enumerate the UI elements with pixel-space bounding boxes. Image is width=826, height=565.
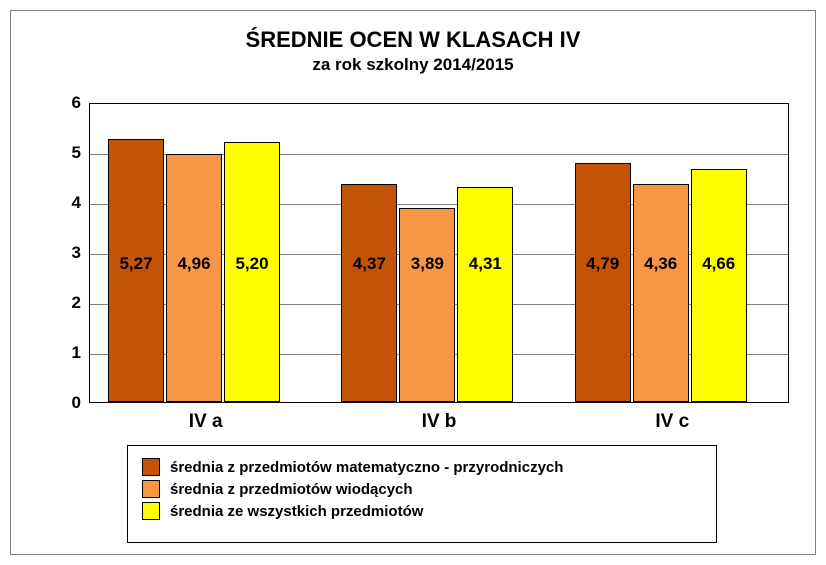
bar: 4,96 (166, 154, 222, 402)
bar: 5,27 (108, 139, 164, 403)
bar-value-label: 4,31 (458, 254, 512, 274)
bar-value-label: 4,37 (342, 254, 396, 274)
legend-swatch (142, 480, 160, 498)
legend-label: średnia z przedmiotów wiodących (170, 481, 413, 498)
bar: 3,89 (399, 208, 455, 403)
bar: 4,66 (691, 169, 747, 402)
legend-label: średnia z przedmiotów matematyczno - prz… (170, 459, 563, 476)
bar: 4,31 (457, 187, 513, 403)
bar-value-label: 4,66 (692, 254, 746, 274)
bar-value-label: 4,36 (634, 254, 688, 274)
chart-subtitle: za rok szkolny 2014/2015 (11, 55, 815, 75)
x-tick-label: IV c (556, 411, 789, 433)
chart-title: ŚREDNIE OCEN W KLASACH IV (11, 27, 815, 53)
y-tick-label: 2 (51, 293, 81, 313)
bar-value-label: 5,27 (109, 254, 163, 274)
chart-frame: ŚREDNIE OCEN W KLASACH IV za rok szkolny… (10, 10, 816, 555)
bar-value-label: 3,89 (400, 254, 454, 274)
y-tick-label: 1 (51, 343, 81, 363)
bar: 4,37 (341, 184, 397, 403)
legend: średnia z przedmiotów matematyczno - prz… (127, 445, 717, 543)
legend-label: średnia ze wszystkich przedmiotów (170, 503, 423, 520)
y-tick-label: 0 (51, 393, 81, 413)
bar-value-label: 5,20 (225, 254, 279, 274)
legend-item: średnia z przedmiotów wiodących (142, 480, 702, 498)
y-tick-label: 3 (51, 243, 81, 263)
legend-swatch (142, 502, 160, 520)
legend-swatch (142, 458, 160, 476)
x-tick-label: IV a (89, 411, 322, 433)
bar-value-label: 4,79 (576, 254, 630, 274)
bar: 4,36 (633, 184, 689, 402)
bar-value-label: 4,96 (167, 254, 221, 274)
y-tick-label: 5 (51, 143, 81, 163)
legend-item: średnia z przedmiotów matematyczno - prz… (142, 458, 702, 476)
y-tick-label: 4 (51, 193, 81, 213)
x-tick-label: IV b (322, 411, 555, 433)
legend-item: średnia ze wszystkich przedmiotów (142, 502, 702, 520)
y-tick-label: 6 (51, 93, 81, 113)
bar: 5,20 (224, 142, 280, 402)
bar: 4,79 (575, 163, 631, 403)
plot-area: 5,274,965,20 4,373,894,31 4,794,364,66 (89, 103, 789, 403)
